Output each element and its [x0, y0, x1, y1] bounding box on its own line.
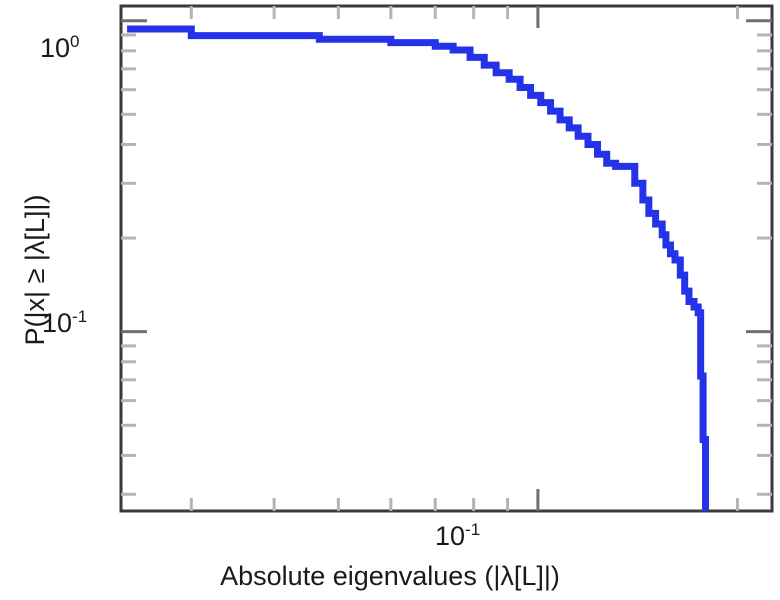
axes-frame [119, 4, 774, 513]
x-tick-label-1e-1: 10-1 [435, 521, 480, 552]
y-tick-label-1e-1: 10-1 [42, 308, 87, 339]
y-tick-label-1e0: 100 [40, 33, 80, 64]
data-series-ccdf [127, 25, 710, 511]
x-tick-1e-1-mantissa: 10 [435, 521, 466, 551]
x-tick-1e-1-exponent: -1 [465, 520, 481, 539]
y-tick-1e-1-exponent: -1 [72, 307, 88, 326]
y-axis-title-container: P(|x| ≥ |λ[L]|) [20, 0, 60, 550]
series-line [127, 25, 710, 511]
x-axis-title: Absolute eigenvalues (|λ[L]|) [220, 561, 560, 591]
y-tick-1e0-mantissa: 10 [40, 33, 71, 63]
y-tick-1e-1-mantissa: 10 [42, 308, 73, 338]
y-axis-title: P(|x| ≥ |λ[L]|) [20, 194, 50, 346]
y-tick-1e0-exponent: 0 [70, 32, 80, 51]
axis-ticks [121, 6, 772, 511]
